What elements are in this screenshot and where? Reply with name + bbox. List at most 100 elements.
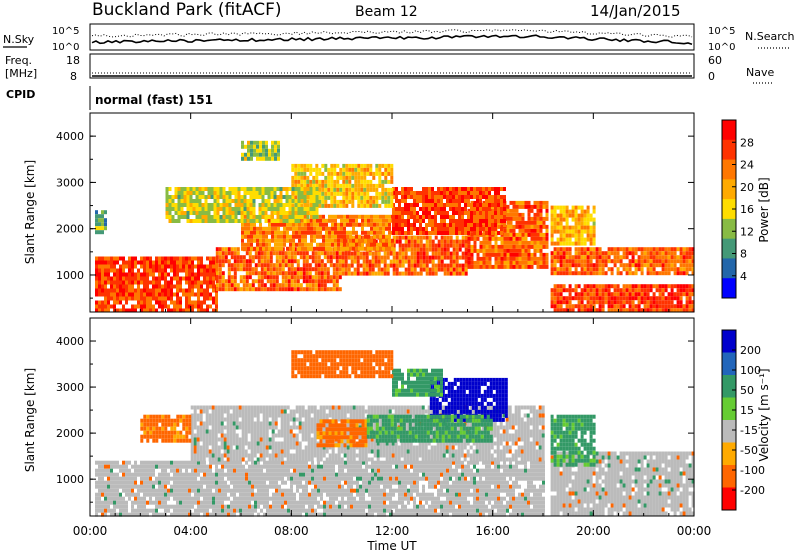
heatmap-cell xyxy=(568,308,572,313)
heatmap-cell xyxy=(122,472,125,477)
heatmap-cell xyxy=(691,288,695,293)
heatmap-cell xyxy=(556,229,560,234)
heatmap-cell xyxy=(282,215,286,219)
heatmap-cell xyxy=(152,508,155,513)
heatmap-cell xyxy=(201,215,205,219)
heatmap-cell xyxy=(255,219,259,223)
heatmap-cell xyxy=(173,484,176,489)
heatmap-cell xyxy=(312,215,316,219)
heatmap-cell xyxy=(250,148,253,153)
heatmap-cell xyxy=(167,256,170,261)
heatmap-cell xyxy=(284,287,288,292)
heatmap-cell xyxy=(230,267,234,272)
heatmap-cell xyxy=(434,263,438,268)
heatmap-cell xyxy=(98,508,101,513)
heatmap-cell xyxy=(322,234,325,239)
heatmap-cell xyxy=(266,275,270,280)
heatmap-cell xyxy=(320,267,324,272)
heatmap-cell xyxy=(134,512,137,517)
heatmap-cell xyxy=(354,183,358,188)
heatmap-cell xyxy=(565,229,569,234)
heatmap-cell xyxy=(116,460,119,465)
heatmap-cell xyxy=(134,500,137,505)
heatmap-cell xyxy=(188,500,191,505)
heatmap-cell xyxy=(595,267,599,272)
heatmap-cell xyxy=(176,500,179,505)
heatmap-cell xyxy=(455,247,459,252)
heatmap-cell xyxy=(119,272,122,277)
heatmap-cell xyxy=(301,222,304,227)
heatmap-cell xyxy=(363,175,367,180)
heatmap-cell xyxy=(461,199,464,203)
heatmap-cell xyxy=(164,296,167,301)
heatmap-cell xyxy=(577,213,581,218)
heatmap-cell xyxy=(143,256,146,261)
heatmap-cell xyxy=(215,283,219,288)
heatmap-cell xyxy=(303,163,307,168)
heatmap-cell xyxy=(188,484,191,489)
heatmap-cell xyxy=(562,205,566,210)
heatmap-cell xyxy=(370,218,373,223)
heatmap-cell xyxy=(167,304,170,309)
heatmap-cell xyxy=(204,207,208,211)
heatmap-cell xyxy=(101,210,104,215)
heatmap-cell xyxy=(315,207,319,211)
heatmap-cell xyxy=(296,287,300,292)
heatmap-cell xyxy=(197,280,200,285)
heatmap-cell xyxy=(191,260,194,265)
heatmap-cell xyxy=(422,215,425,219)
heatmap-cell xyxy=(476,252,480,257)
heatmap-cell xyxy=(607,304,611,309)
heatmap-cell xyxy=(518,220,522,225)
heatmap-cell xyxy=(494,211,497,215)
heatmap-cell xyxy=(332,275,336,280)
heatmap-cell xyxy=(524,244,528,249)
heatmap-cell xyxy=(428,267,432,272)
heatmap-cell xyxy=(212,512,215,517)
heatmap-cell xyxy=(619,247,623,252)
heatmap-cell xyxy=(293,480,296,485)
heatmap-cell xyxy=(273,219,277,223)
heatmap-cell xyxy=(670,292,674,297)
heatmap-cell xyxy=(260,480,263,485)
heatmap-cell xyxy=(443,255,447,260)
heatmap-cell xyxy=(565,304,569,309)
heatmap-cell xyxy=(146,300,149,305)
heatmap-cell xyxy=(116,260,119,265)
heatmap-cell xyxy=(183,195,187,199)
heatmap-cell xyxy=(274,144,277,149)
heatmap-cell xyxy=(236,263,240,268)
heatmap-cell xyxy=(559,225,563,230)
heatmap-cell xyxy=(425,215,428,219)
heatmap-cell xyxy=(251,279,255,284)
heatmap-cell xyxy=(302,259,306,264)
heatmap-cell xyxy=(233,476,236,481)
heatmap-cell xyxy=(98,300,101,305)
heatmap-cell xyxy=(253,144,256,149)
heatmap-cell xyxy=(628,247,632,252)
heatmap-cell xyxy=(110,280,113,285)
heatmap-cell xyxy=(194,512,197,517)
heatmap-cell xyxy=(340,238,343,243)
heatmap-cell xyxy=(425,251,429,256)
heatmap-cell xyxy=(586,292,590,297)
heatmap-cell xyxy=(607,288,611,293)
heatmap-cell xyxy=(500,195,503,199)
heatmap-cell xyxy=(176,260,179,265)
heatmap-cell xyxy=(143,472,146,477)
heatmap-cell xyxy=(452,227,455,231)
heatmap-cell xyxy=(616,251,620,256)
heatmap-cell xyxy=(247,234,250,239)
heatmap-cell xyxy=(242,472,245,477)
heatmap-cell xyxy=(387,179,391,184)
heatmap-cell xyxy=(296,275,300,280)
heatmap-cell xyxy=(95,468,98,473)
heatmap-cell xyxy=(294,211,298,215)
heatmap-cell xyxy=(398,215,401,219)
heatmap-cell xyxy=(580,296,584,301)
heatmap-cell xyxy=(574,233,578,238)
heatmap-cell xyxy=(104,480,107,485)
heatmap-cell xyxy=(274,140,277,145)
heatmap-cell xyxy=(323,263,327,268)
heatmap-cell xyxy=(258,203,262,207)
